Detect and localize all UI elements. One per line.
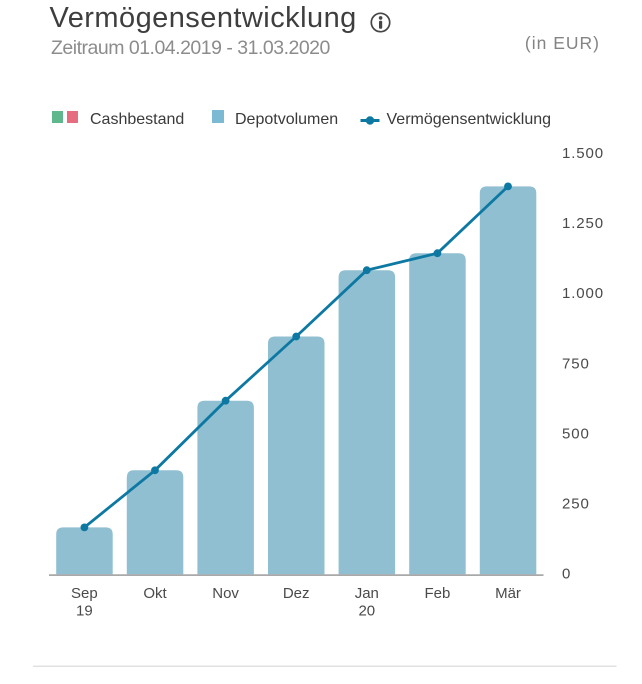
- svg-text:Mär: Mär: [495, 585, 521, 602]
- svg-text:Okt: Okt: [143, 585, 167, 602]
- svg-text:1.250: 1.250: [562, 215, 604, 232]
- svg-text:19: 19: [76, 603, 93, 620]
- svg-text:1.500: 1.500: [562, 145, 604, 162]
- svg-text:250: 250: [562, 496, 590, 513]
- svg-text:Dez: Dez: [283, 585, 310, 602]
- svg-text:20: 20: [358, 603, 375, 620]
- svg-text:Sep: Sep: [71, 585, 98, 602]
- svg-text:0: 0: [562, 566, 571, 583]
- svg-text:Feb: Feb: [424, 585, 450, 602]
- svg-text:500: 500: [562, 425, 590, 442]
- svg-text:750: 750: [562, 355, 590, 372]
- svg-text:1.000: 1.000: [562, 285, 604, 302]
- svg-text:Nov: Nov: [212, 585, 239, 602]
- svg-text:Jan: Jan: [355, 585, 379, 602]
